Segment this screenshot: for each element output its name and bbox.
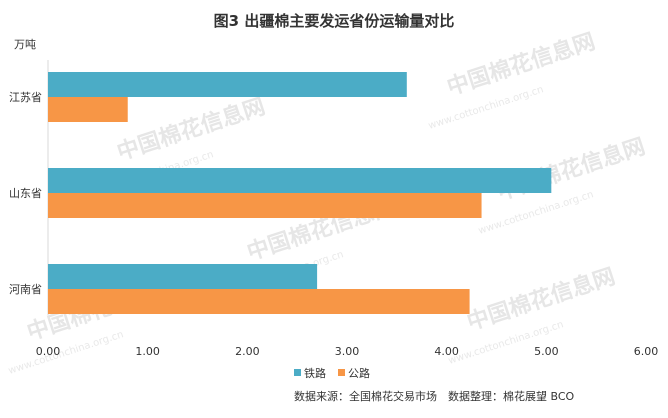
- x-tick-label: 5.00: [534, 345, 559, 358]
- x-tick-label: 0.00: [36, 345, 61, 358]
- bar-公路-河南省: [48, 289, 470, 314]
- watermark-url: www.cottonchina.org.cn: [447, 319, 565, 367]
- watermark-url: www.cottonchina.org.cn: [427, 84, 545, 132]
- x-tick-label: 4.00: [434, 345, 459, 358]
- legend-label: 铁路: [304, 367, 326, 380]
- x-tick-label: 6.00: [634, 345, 659, 358]
- x-tick-label: 2.00: [235, 345, 260, 358]
- bar-铁路-江苏省: [48, 72, 407, 97]
- watermark-url: www.cottonchina.org.cn: [7, 329, 125, 377]
- x-tick-labels: 0.00 1.00 2.00 3.00 4.00 5.00 6.00: [36, 345, 659, 358]
- x-tick-label: 3.00: [335, 345, 360, 358]
- category-label: 江苏省: [9, 91, 42, 104]
- chart-title: 图3 出疆棉主要发运省份运输量对比: [214, 12, 455, 30]
- unit-label: 万吨: [14, 38, 36, 51]
- legend: 铁路 公路: [294, 367, 370, 380]
- bar-公路-江苏省: [48, 97, 128, 122]
- bar-铁路-河南省: [48, 264, 318, 289]
- category-label: 河南省: [9, 283, 42, 296]
- source-note: 数据来源：全国棉花交易市场 数据整理：棉花展望 BCO: [294, 389, 575, 403]
- x-tick-label: 1.00: [135, 345, 160, 358]
- bars-group: [48, 72, 552, 314]
- bar-铁路-山东省: [48, 168, 552, 193]
- category-label: 山东省: [9, 187, 42, 200]
- legend-label: 公路: [348, 367, 370, 380]
- watermark-url: www.cottonchina.org.cn: [477, 189, 595, 237]
- legend-swatch: [338, 369, 345, 376]
- bar-公路-山东省: [48, 193, 482, 218]
- legend-swatch: [294, 369, 301, 376]
